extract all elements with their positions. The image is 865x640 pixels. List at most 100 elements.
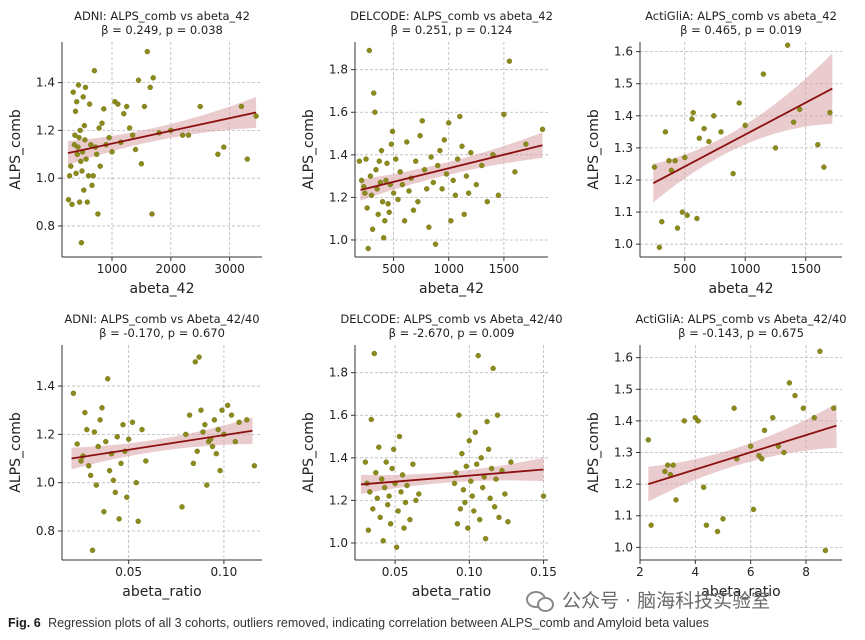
data-point: [484, 418, 490, 425]
data-point: [502, 491, 508, 497]
data-point: [407, 516, 413, 523]
data-point: [135, 518, 141, 524]
y-axis-label: ALPS_comb: [8, 109, 24, 190]
x-tick-label-1: 0.05: [382, 565, 409, 579]
data-point: [76, 199, 83, 205]
data-point: [215, 426, 221, 433]
y-tick-label-3: 1.2: [36, 123, 55, 137]
data-point: [186, 412, 193, 418]
data-point: [356, 158, 363, 164]
data-point: [73, 170, 79, 177]
data-point: [126, 125, 133, 131]
data-point: [463, 173, 470, 179]
data-point: [473, 181, 479, 188]
y-tick-label-3: 1.4: [329, 148, 348, 162]
data-point: [684, 212, 690, 219]
data-point: [456, 412, 462, 418]
data-point: [439, 186, 445, 192]
data-point: [221, 144, 227, 150]
data-point: [784, 42, 791, 48]
data-point: [695, 418, 701, 424]
data-point: [373, 166, 379, 173]
data-point: [393, 156, 399, 162]
data-point: [150, 75, 156, 81]
data-point: [459, 450, 465, 457]
x-tick-label-3: 1500: [489, 262, 520, 276]
x-tick-label-3: 0.15: [530, 565, 557, 579]
data-point: [202, 422, 208, 428]
data-point: [72, 108, 79, 115]
data-point: [139, 426, 145, 433]
data-point: [244, 417, 250, 423]
data-point: [404, 482, 410, 489]
data-point: [466, 438, 472, 444]
data-point: [797, 106, 803, 113]
data-point: [401, 525, 407, 531]
y-tick-label-4: 1.4: [36, 379, 55, 393]
data-point: [366, 47, 372, 54]
data-point: [378, 147, 385, 154]
x-axis-label: abeta_ratio: [122, 584, 201, 600]
data-point: [482, 536, 489, 542]
data-point: [74, 441, 80, 447]
data-point: [670, 462, 676, 468]
data-point: [236, 419, 242, 425]
data-point: [430, 179, 436, 186]
regression-line: [360, 468, 544, 486]
data-point: [463, 463, 469, 469]
regression-line: [360, 144, 543, 191]
data-point: [402, 499, 409, 506]
data-point: [477, 516, 483, 523]
data-point: [124, 494, 130, 500]
data-point: [228, 412, 235, 418]
data-point: [138, 161, 145, 167]
data-point: [79, 168, 85, 174]
x-tick-label-4: 8: [802, 565, 810, 579]
data-point: [457, 506, 464, 512]
y-tick-label-5: 1.4: [614, 414, 633, 428]
data-point: [645, 437, 651, 443]
y-tick-label-4: 1.3: [614, 141, 633, 155]
data-point: [244, 156, 251, 162]
data-point: [73, 98, 80, 105]
data-point: [831, 405, 837, 411]
data-point: [93, 482, 100, 488]
data-point: [742, 122, 748, 129]
x-tick-label-3: 1500: [790, 262, 821, 276]
y-tick-label-2: 1.1: [614, 205, 633, 219]
data-point: [706, 138, 712, 145]
data-point: [190, 460, 197, 467]
data-point: [484, 198, 490, 205]
data-point: [129, 419, 136, 425]
data-point: [662, 468, 668, 475]
y-axis-label: ALPS_comb: [301, 412, 317, 493]
data-point: [375, 211, 381, 218]
data-point: [390, 190, 397, 196]
data-point: [410, 461, 416, 467]
y-tick-label-2: 1.2: [329, 493, 348, 507]
data-point: [224, 402, 231, 409]
data-point: [786, 380, 793, 386]
data-point: [384, 160, 390, 167]
chart-subtitle: β = 0.251, p = 0.124: [391, 23, 513, 37]
data-point: [251, 463, 258, 469]
data-point: [665, 462, 671, 468]
data-point: [179, 504, 185, 510]
y-tick-label-5: 1.4: [614, 109, 633, 123]
regression-line: [67, 111, 257, 154]
data-point: [471, 508, 477, 514]
data-point: [681, 418, 687, 424]
data-point: [435, 162, 441, 169]
data-point: [672, 157, 678, 164]
data-point: [85, 173, 92, 179]
data-point: [91, 67, 98, 74]
data-point: [179, 132, 186, 138]
figure-caption: Fig. 6 Regression plots of all 3 cohorts…: [8, 616, 709, 630]
data-point: [93, 151, 100, 158]
y-tick-label-1: 0.8: [36, 524, 55, 538]
data-point: [87, 472, 94, 479]
x-axis-label: abeta_42: [419, 281, 484, 297]
data-point: [388, 141, 395, 147]
data-point: [730, 170, 736, 177]
data-point: [147, 84, 153, 91]
